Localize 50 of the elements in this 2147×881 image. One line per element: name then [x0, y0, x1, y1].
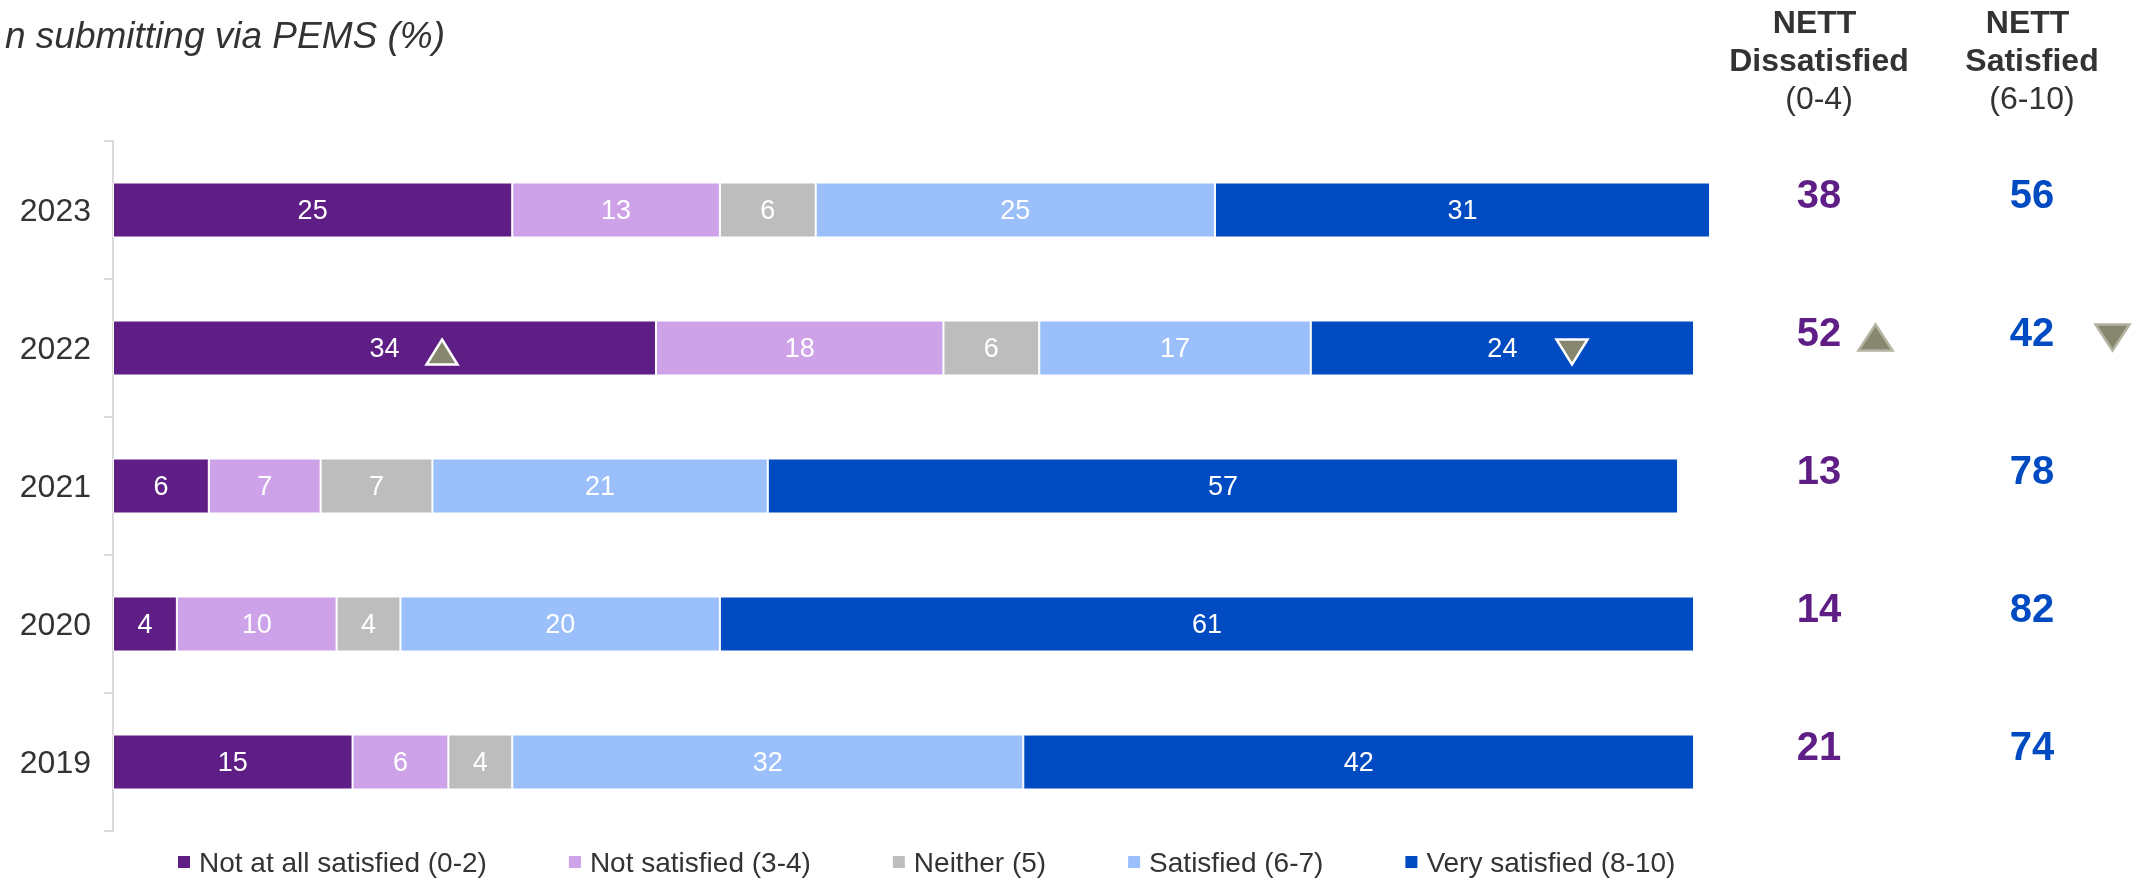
data-label: 25: [1000, 195, 1031, 225]
data-label: 4: [137, 609, 153, 639]
text: 42: [2009, 310, 2055, 354]
data-label: 24: [1487, 333, 1518, 363]
data-label: 4: [472, 747, 488, 777]
text: 78: [2009, 448, 2055, 492]
data-label: 15: [217, 747, 248, 777]
data-label: 7: [368, 471, 385, 501]
text: NETT Satisfied: [1965, 4, 2099, 78]
data-label: 13: [601, 195, 632, 225]
data-label: 17: [1159, 333, 1191, 363]
y-tick-label: 2021: [19, 468, 91, 504]
text: 13: [1796, 448, 1842, 492]
data-label: 32: [752, 747, 783, 777]
data-label: 6: [392, 747, 408, 777]
data-label: 34: [369, 333, 400, 363]
data-label: 18: [784, 333, 815, 363]
legend-label: Neither (5): [913, 846, 1047, 878]
y-tick-label: 2023: [19, 192, 91, 228]
text: 82: [2009, 586, 2055, 630]
text: NETT Dissatisfied: [1729, 4, 1909, 78]
legend-label: Satisfied (6-7): [1149, 846, 1324, 878]
data-label: 6: [760, 195, 776, 225]
data-label: 61: [1191, 609, 1222, 639]
legend-label: Very satisfied (8-10): [1426, 846, 1676, 878]
legend-label: Not satisfied (3-4): [589, 846, 811, 878]
text: (6-10): [1989, 80, 2075, 116]
y-tick-label: 2020: [19, 606, 91, 642]
data-label: 31: [1447, 195, 1478, 225]
data-label: 21: [585, 471, 616, 501]
data-label: 20: [545, 609, 576, 639]
text: 56: [2009, 172, 2055, 216]
text: 14: [1796, 586, 1842, 630]
chart-title: n submitting via PEMS (%): [5, 15, 446, 56]
data-label: 6: [983, 333, 999, 363]
text: 52: [1796, 310, 1842, 354]
text: 38: [1796, 172, 1842, 216]
data-label: 57: [1207, 471, 1238, 501]
y-tick-label: 2019: [19, 744, 91, 780]
data-label: 4: [361, 609, 377, 639]
data-label: 6: [153, 471, 169, 501]
data-label: 7: [257, 471, 273, 501]
y-tick-label: 2022: [19, 330, 91, 366]
data-label: 42: [1343, 747, 1374, 777]
text: (0-4): [1785, 80, 1853, 116]
data-label: 25: [297, 195, 328, 225]
text: 21: [1796, 724, 1842, 768]
legend-label: Not at all satisfied (0-2): [199, 846, 487, 878]
data-label: 10: [241, 609, 272, 639]
text: 74: [2009, 724, 2055, 768]
